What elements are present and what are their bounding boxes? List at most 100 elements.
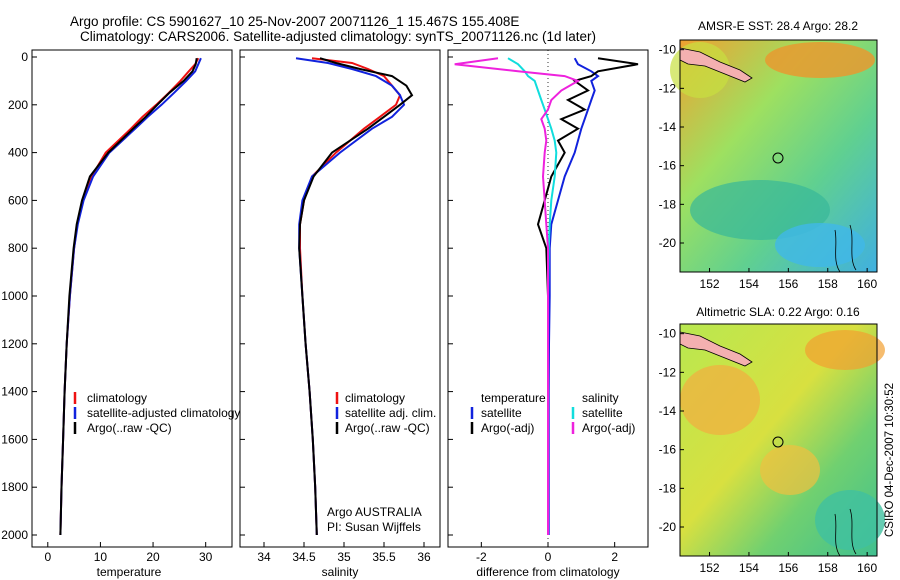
sla-landmass bbox=[679, 331, 753, 367]
map-y-tick-label: -12 bbox=[659, 365, 677, 379]
x-tick-label: 10 bbox=[94, 550, 108, 564]
y-tick-label: 1000 bbox=[1, 289, 28, 303]
salinity-axes-frame bbox=[239, 49, 441, 548]
y-tick-label: 1800 bbox=[1, 480, 28, 494]
temperature-x-ticks: 0 10 20 30 bbox=[44, 542, 213, 564]
x-tick-label: 2 bbox=[611, 550, 618, 564]
map-x-tick-label: 156 bbox=[778, 561, 798, 575]
timestamp-stamp: CSIRO 04-Dec-2007 10:30:52 bbox=[884, 383, 896, 537]
x-tick-label: 34.5 bbox=[292, 550, 316, 564]
x-tick-label: 20 bbox=[146, 550, 160, 564]
y-tick-label: 600 bbox=[8, 193, 28, 207]
x-tick-label: 35.5 bbox=[372, 550, 396, 564]
map-x-tick-label: 158 bbox=[818, 277, 838, 291]
sst-coast-contour bbox=[834, 224, 857, 273]
sst-map-ticks: 152 154 156 158 160 -10 -12 -14 -16 -18 -20 bbox=[659, 43, 878, 291]
sla-map-frame bbox=[679, 323, 878, 557]
map-y-tick-label: -12 bbox=[659, 81, 677, 95]
sst-warm-patch bbox=[765, 42, 875, 78]
sst-map-title: AMSR-E SST: 28.4 Argo: 28.2 bbox=[698, 19, 858, 33]
legend-label-argo: Argo(..raw -QC) bbox=[87, 421, 172, 435]
map-y-tick-label: -16 bbox=[659, 443, 677, 457]
salinity-legend: climatology satellite adj. clim. Argo(..… bbox=[335, 391, 436, 435]
map-x-tick-label: 152 bbox=[700, 277, 720, 291]
sst-cool-patch bbox=[690, 180, 830, 240]
map-y-tick-label: -10 bbox=[659, 43, 677, 57]
y-tick-label: 400 bbox=[8, 146, 28, 160]
sla-coast-contour bbox=[834, 508, 857, 557]
map-y-tick-label: -10 bbox=[659, 327, 677, 341]
temperature-x-label: temperature bbox=[97, 565, 162, 579]
agency-label: Argo AUSTRALIA bbox=[327, 505, 422, 519]
map-y-tick-label: -18 bbox=[659, 481, 677, 495]
legend-label-satellite: satellite-adjusted climatology bbox=[87, 406, 240, 420]
sla-map-ticks: 152 154 156 158 160 -10 -12 -14 -16 -18 -20 bbox=[659, 327, 878, 575]
x-tick-label: 35 bbox=[337, 550, 351, 564]
series-line-climatology bbox=[59, 57, 200, 536]
x-tick-label: 0 bbox=[545, 550, 552, 564]
panel-difference: -2 0 2 difference from climatology tempera… bbox=[447, 49, 649, 579]
sst-map-frame bbox=[679, 39, 878, 273]
map-x-tick-label: 158 bbox=[818, 561, 838, 575]
temperature-series bbox=[59, 57, 202, 536]
panel-temperature: 0 10 20 30 0 200 400 600 800 1000 1200 1400 1600 180… bbox=[1, 49, 453, 579]
y-tick-label: 1600 bbox=[1, 432, 28, 446]
series-line-satellite-adj-clim bbox=[295, 57, 406, 536]
sla-low-patch bbox=[815, 490, 885, 550]
x-tick-label: 30 bbox=[199, 550, 213, 564]
map-y-tick-label: -20 bbox=[659, 520, 677, 534]
salinity-x-ticks: 34 34.5 35 35.5 36 bbox=[257, 542, 431, 564]
legend-label-climatology: climatology bbox=[345, 391, 405, 405]
sla-high-patch-3 bbox=[805, 330, 885, 370]
legend-label-climatology: climatology bbox=[87, 391, 147, 405]
series-line-salinity-argo-adj bbox=[454, 57, 581, 535]
map-x-tick-label: 160 bbox=[857, 277, 877, 291]
difference-legend: temperature satellite Argo(-adj) salinit… bbox=[470, 391, 635, 435]
sla-high-patch bbox=[680, 365, 760, 435]
legend-label-satellite: satellite adj. clim. bbox=[345, 406, 436, 420]
map-y-tick-label: -16 bbox=[659, 159, 677, 173]
panel-salinity: 34 34.5 35 35.5 36 salinity climatology sate… bbox=[239, 49, 441, 579]
y-tick-label: 2000 bbox=[1, 528, 28, 542]
sla-map-title: Altimetric SLA: 0.22 Argo: 0.16 bbox=[696, 305, 860, 319]
map-x-tick-label: 156 bbox=[778, 277, 798, 291]
series-line-temperature-satellite bbox=[547, 57, 600, 535]
legend-label-temp-argo: Argo(-adj) bbox=[481, 421, 534, 435]
panel-sst-map: AMSR-E SST: 28.4 Argo: 28.2 152 154 156 158… bbox=[659, 19, 878, 291]
sla-high-patch-2 bbox=[760, 445, 820, 495]
sst-argo-marker bbox=[772, 152, 784, 164]
sst-cold-patch bbox=[775, 223, 865, 267]
map-y-tick-label: -20 bbox=[659, 236, 677, 250]
depth-y-ticks: 0 200 400 600 800 1000 1200 1400 1600 1800 2000 bbox=[1, 50, 453, 542]
difference-series bbox=[454, 57, 639, 535]
sst-landmass bbox=[679, 47, 753, 83]
temperature-legend: climatology satellite-adjusted climatolo… bbox=[73, 391, 240, 435]
salinity-x-label: salinity bbox=[322, 565, 359, 579]
map-y-tick-label: -14 bbox=[659, 120, 677, 134]
map-y-tick-label: -14 bbox=[659, 404, 677, 418]
map-x-tick-label: 152 bbox=[700, 561, 720, 575]
temperature-axes-frame bbox=[31, 49, 233, 548]
series-line-argo-raw-qc bbox=[59, 58, 198, 536]
y-tick-label: 0 bbox=[21, 50, 28, 64]
map-x-tick-label: 160 bbox=[857, 561, 877, 575]
pi-label: PI: Susan Wijffels bbox=[327, 520, 421, 534]
x-tick-label: -2 bbox=[476, 550, 487, 564]
map-x-tick-label: 154 bbox=[739, 277, 759, 291]
legend-label-sal-satellite: satellite bbox=[582, 406, 623, 420]
difference-x-ticks: -2 0 2 bbox=[476, 542, 618, 564]
x-tick-label: 36 bbox=[417, 550, 431, 564]
sla-argo-marker bbox=[772, 436, 784, 448]
difference-x-label: difference from climatology bbox=[476, 565, 619, 579]
legend-label-temp-satellite: satellite bbox=[481, 406, 522, 420]
figure-title-line1: Argo profile: CS 5901627_10 25-Nov-2007 … bbox=[70, 14, 520, 29]
y-tick-label: 1400 bbox=[1, 385, 28, 399]
map-y-tick-label: -18 bbox=[659, 197, 677, 211]
y-tick-label: 800 bbox=[8, 241, 28, 255]
figure-title-line2: Climatology: CARS2006. Satellite-adjuste… bbox=[80, 29, 597, 44]
salinity-series bbox=[295, 57, 414, 536]
legend-label-argo: Argo(..raw -QC) bbox=[345, 421, 430, 435]
legend-group-temperature: temperature bbox=[481, 391, 546, 405]
panel-sla-map: Altimetric SLA: 0.22 Argo: 0.16 152 154 15… bbox=[659, 305, 885, 575]
